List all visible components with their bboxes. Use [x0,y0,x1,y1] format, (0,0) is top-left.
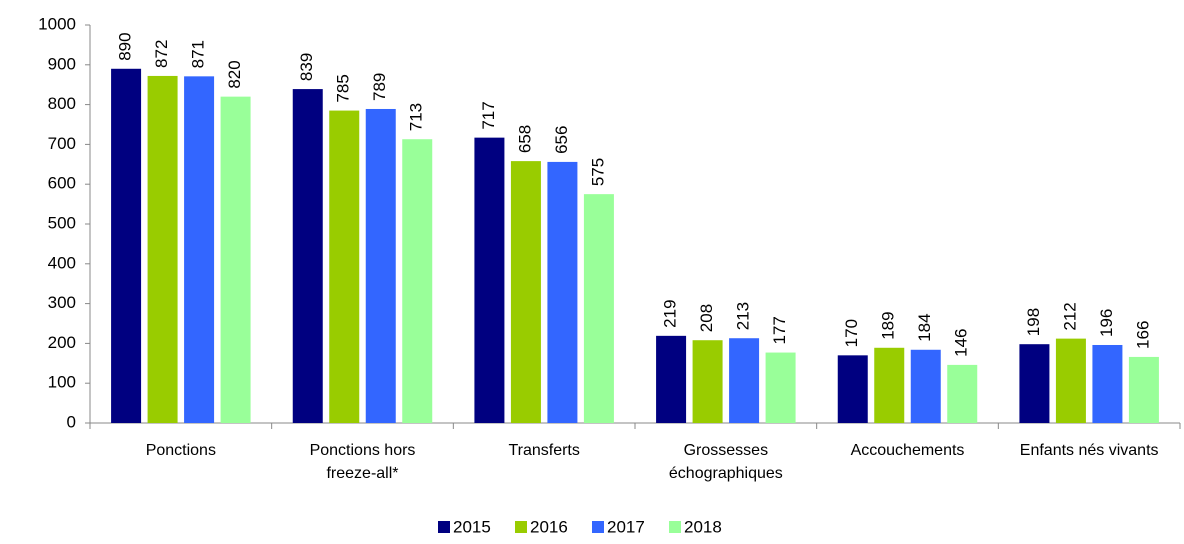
bar [510,161,541,423]
legend-swatch [592,521,604,533]
legend-swatch [669,521,681,533]
value-label: 198 [1024,308,1043,336]
value-label: 785 [334,74,353,102]
bar [147,75,178,423]
x-tick-label: Ponctions [145,442,216,459]
value-label: 820 [225,60,244,88]
y-tick-label: 800 [48,94,76,113]
value-label: 839 [297,53,316,81]
value-label: 146 [952,329,971,357]
y-tick-label: 1000 [38,14,76,33]
value-label: 213 [734,302,753,330]
x-tick-label: Ponctions hors freeze-all* [309,442,416,482]
y-tick-label: 300 [48,293,76,312]
y-tick-label: 100 [48,373,76,392]
x-tick-label: Accouchements [850,442,965,459]
y-tick-label: 200 [48,333,76,352]
value-label: 713 [407,103,426,131]
y-tick-label: 600 [48,174,76,193]
bar [402,139,433,423]
value-label: 658 [515,125,534,153]
legend-swatch [515,521,527,533]
value-label: 219 [661,299,680,327]
bar [765,352,796,423]
x-tick-label: Transferts [508,442,580,459]
bar [910,349,941,423]
legend-label: 2015 [453,517,491,536]
bar [692,340,723,423]
value-label: 872 [152,40,171,68]
value-label: 177 [770,316,789,344]
bar [220,96,251,423]
bar [1019,344,1050,423]
bar [583,194,614,423]
bar [111,68,142,423]
bar [292,89,323,423]
value-label: 789 [370,73,389,101]
bar [874,347,905,423]
bar [947,364,978,423]
x-tick-label: Grossesses échographiques [668,442,783,482]
bar [547,161,578,424]
value-label: 189 [879,311,898,339]
value-label: 890 [116,32,135,60]
value-label: 196 [1097,309,1116,337]
y-tick-label: 400 [48,253,76,272]
legend-swatch [438,521,450,533]
value-label: 717 [479,101,498,129]
value-label: 208 [697,304,716,332]
legend-label: 2017 [607,517,645,536]
x-tick-label: Enfants nés vivants [1019,442,1159,459]
bar [837,355,868,423]
legend-label: 2016 [530,517,568,536]
value-label: 575 [588,158,607,186]
y-tick-label: 500 [48,213,76,232]
y-tick-label: 700 [48,134,76,153]
bar [1128,356,1159,423]
value-label: 656 [552,126,571,154]
bar [729,338,760,423]
value-label: 871 [189,40,208,68]
bar [365,108,396,423]
bar [1092,344,1123,423]
bar [1055,338,1086,423]
bar [184,76,215,423]
bar [656,335,687,423]
value-label: 212 [1060,302,1079,330]
value-label: 166 [1133,321,1152,349]
y-tick-label: 0 [67,412,76,431]
legend-label: 2018 [684,517,722,536]
y-tick-label: 900 [48,54,76,73]
bar [474,137,505,423]
bar [329,110,360,423]
value-label: 184 [915,313,934,341]
value-label: 170 [842,319,861,347]
